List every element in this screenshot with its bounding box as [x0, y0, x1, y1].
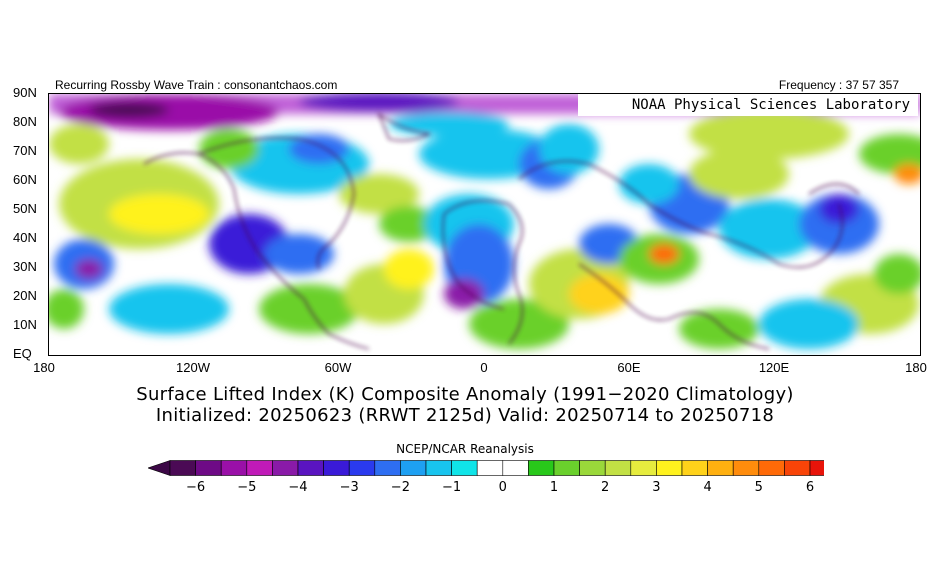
colorbar-swatch: [528, 460, 555, 476]
colorbar-tick-label: 3: [652, 480, 661, 495]
colorbar-swatch: [553, 460, 580, 476]
colorbar-tick-label: 4: [703, 480, 712, 495]
colorbar-source-label: NCEP/NCAR Reanalysis: [396, 442, 534, 456]
colorbar-swatch: [323, 460, 350, 476]
colorbar-swatch: [451, 460, 478, 476]
colorbar-swatch: [476, 460, 504, 476]
colorbar-swatch: [707, 460, 734, 476]
colorbar-swatch: [758, 460, 785, 476]
colorbar-low-arrow: [148, 460, 171, 476]
colorbar-swatch: [732, 460, 760, 476]
colorbar-swatch: [246, 460, 273, 476]
header-left-text: Recurring Rossby Wave Train : consonantc…: [55, 78, 338, 92]
colorbar-swatch: [502, 460, 529, 476]
colorbar-swatch: [297, 460, 324, 476]
colorbar-tick-label: 5: [754, 480, 763, 495]
colorbar-swatch: [681, 460, 708, 476]
anomaly-fill-layer: [49, 94, 920, 349]
lat-label-80n: 80N: [13, 114, 37, 129]
colorbar-swatch: [630, 460, 657, 476]
lat-label-eq: EQ: [13, 346, 32, 361]
colorbar-tick-label: −2: [390, 480, 410, 495]
colorbar-swatch: [656, 460, 683, 476]
colorbar-tick-label: −1: [442, 480, 462, 495]
colorbar-swatch: [400, 460, 427, 476]
colorbar-swatch: [579, 460, 606, 476]
lat-label-90n: 90N: [13, 85, 37, 100]
lat-label-60n: 60N: [13, 172, 37, 187]
colorbar-tick-label: 6: [805, 480, 815, 495]
colorbar: [148, 460, 824, 476]
lat-label-30n: 30N: [13, 259, 37, 274]
colorbar-tick-label: 2: [601, 480, 610, 495]
header-right-text: Frequency : 37 57 357: [778, 78, 899, 92]
colorbar-tick-label: −6: [186, 480, 206, 495]
lat-label-50n: 50N: [13, 201, 37, 216]
colorbar-swatch: [169, 460, 196, 476]
colorbar-tick-label: −5: [237, 480, 257, 495]
colorbar-swatch: [374, 460, 401, 476]
colorbar-tick-label: 0: [498, 480, 507, 495]
lon-label-180e: 180: [905, 360, 927, 375]
colorbar-swatch: [348, 460, 376, 476]
colorbar-swatch: [809, 460, 824, 476]
anomaly-map-canvas: [49, 94, 920, 350]
title-line-2: Initialized: 20250623 (RRWT 2125d) Valid…: [155, 405, 775, 426]
colorbar-swatch: [425, 460, 452, 476]
title-line-1: Surface Lifted Index (K) Composite Anoma…: [136, 384, 794, 405]
lat-label-40n: 40N: [13, 230, 37, 245]
lat-label-20n: 20N: [13, 288, 37, 303]
colorbar-swatch: [784, 460, 811, 476]
lon-label-120w: 120W: [176, 360, 210, 375]
colorbar-tick-label: 1: [549, 480, 559, 495]
lon-label-0: 0: [480, 360, 488, 375]
lon-label-180w: 180: [33, 360, 55, 375]
coastline-layer: [143, 111, 860, 350]
anomaly-map: [48, 93, 921, 356]
lab-label-box: NOAA Physical Sciences Laboratory: [578, 94, 918, 116]
colorbar-swatch: [604, 460, 632, 476]
lon-label-60e: 60E: [617, 360, 641, 375]
lon-label-120e: 120E: [758, 360, 790, 375]
lat-label-70n: 70N: [13, 143, 37, 158]
lat-label-10n: 10N: [13, 317, 37, 332]
colorbar-swatch: [272, 460, 299, 476]
colorbar-tick-label: −4: [288, 480, 308, 495]
colorbar-swatch: [220, 460, 248, 476]
lon-label-60w: 60W: [324, 360, 352, 375]
colorbar-tick-label: −3: [339, 480, 359, 495]
colorbar-swatch: [195, 460, 222, 476]
